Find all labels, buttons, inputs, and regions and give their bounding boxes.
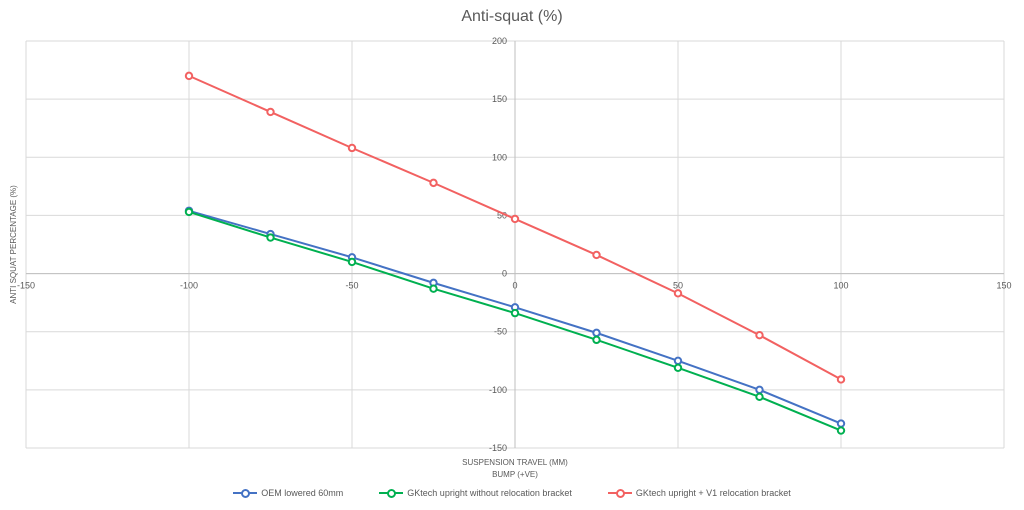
data-point bbox=[836, 419, 846, 428]
data-point bbox=[510, 308, 520, 318]
legend-swatch bbox=[607, 488, 632, 498]
data-point bbox=[673, 356, 683, 365]
data-point bbox=[592, 250, 601, 260]
y-tick-label: -100 bbox=[489, 385, 507, 395]
tick-labels: -150 -100 -50 0 50 100 150 -150 -100 -50 0 50 100 150… bbox=[17, 36, 1012, 453]
legend-label: GKtech upright without relocation bracke… bbox=[407, 488, 572, 498]
data-point bbox=[673, 363, 683, 372]
data-point bbox=[836, 375, 846, 384]
data-point bbox=[755, 392, 764, 402]
y-tick-label: 150 bbox=[492, 94, 507, 104]
series-group bbox=[184, 71, 846, 435]
legend-item: GKtech upright + V1 relocation bracket bbox=[607, 488, 791, 498]
data-point bbox=[429, 178, 438, 188]
data-point bbox=[184, 71, 194, 81]
legend-swatch bbox=[379, 488, 404, 498]
y-tick-label: 100 bbox=[492, 152, 507, 162]
x-tick-label: -50 bbox=[345, 281, 358, 291]
data-point bbox=[266, 107, 275, 117]
data-point bbox=[592, 335, 601, 345]
legend-swatch bbox=[233, 488, 258, 498]
y-tick-label: -150 bbox=[489, 443, 507, 453]
data-point bbox=[755, 385, 764, 395]
y-axis-title: ANTI SQUAT PERCENTAGE (%) bbox=[9, 185, 18, 304]
data-point bbox=[266, 233, 275, 242]
data-point bbox=[755, 331, 764, 340]
y-tick-label: 0 bbox=[502, 269, 507, 279]
x-tick-label: -100 bbox=[180, 281, 198, 291]
data-point bbox=[592, 328, 601, 338]
data-point bbox=[429, 284, 438, 293]
data-point bbox=[347, 257, 357, 267]
legend: OEM lowered 60mm GKtech upright without r… bbox=[0, 488, 1024, 498]
y-tick-label: -50 bbox=[494, 327, 507, 337]
data-point bbox=[347, 143, 357, 153]
x-tick-label: 50 bbox=[673, 281, 683, 291]
data-point bbox=[836, 426, 846, 435]
legend-item: GKtech upright without relocation bracke… bbox=[379, 488, 572, 498]
series-2 bbox=[184, 207, 846, 435]
y-tick-label: 200 bbox=[492, 36, 507, 46]
x-tick-label: -150 bbox=[17, 281, 35, 291]
series-3 bbox=[184, 71, 846, 384]
legend-item: OEM lowered 60mm bbox=[233, 488, 343, 498]
chart-title: Anti-squat (%) bbox=[461, 8, 563, 25]
data-point bbox=[184, 207, 194, 217]
data-point bbox=[673, 289, 683, 298]
x-axis-title-line-1: SUSPENSION TRAVEL (MM) bbox=[462, 458, 568, 467]
axes bbox=[26, 41, 1004, 448]
y-tick-label: 50 bbox=[497, 210, 507, 220]
x-tick-label: 0 bbox=[512, 281, 517, 291]
legend-label: GKtech upright + V1 relocation bracket bbox=[635, 488, 791, 498]
data-point bbox=[510, 214, 520, 224]
x-axis-title-line-2: BUMP (+VE) bbox=[492, 470, 538, 479]
legend-label: OEM lowered 60mm bbox=[261, 488, 344, 498]
x-tick-label: 150 bbox=[996, 281, 1011, 291]
x-tick-label: 100 bbox=[833, 281, 848, 291]
